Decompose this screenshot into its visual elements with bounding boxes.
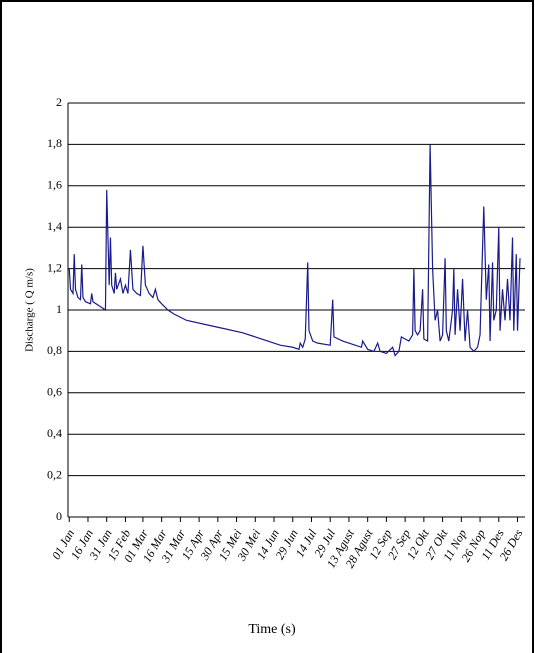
y-tick-label: 2 <box>56 95 62 109</box>
y-tick-label: 0,2 <box>47 467 62 481</box>
x-axis-title: Time (s) <box>248 622 296 637</box>
y-axis-title: Discharge ( Q m/s) <box>24 268 36 352</box>
y-tick-label: 1,4 <box>47 219 62 233</box>
y-tick-label: 0,8 <box>47 343 62 357</box>
y-tick-label: 0,4 <box>47 426 62 440</box>
y-tick-label: 1,8 <box>47 136 62 150</box>
y-tick-label: 0,6 <box>47 385 62 399</box>
discharge-line <box>68 144 521 357</box>
y-tick-label: 1,6 <box>47 178 62 192</box>
y-tick-label: 0 <box>56 509 62 523</box>
y-tick-label: 1 <box>56 302 62 316</box>
y-tick-label: 1,2 <box>47 260 62 274</box>
